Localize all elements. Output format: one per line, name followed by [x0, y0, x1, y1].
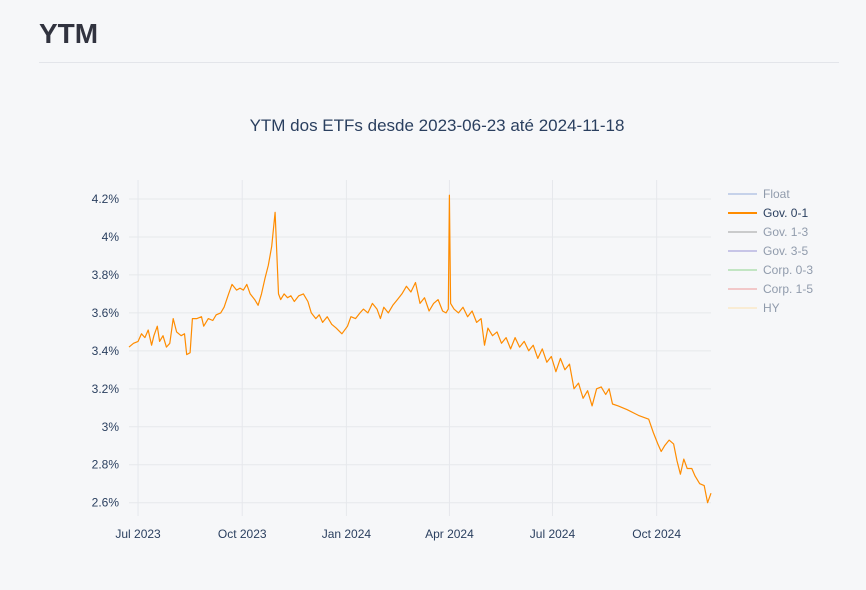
legend-label: Gov. 0-1 — [763, 206, 808, 220]
title-divider — [39, 62, 839, 63]
y-tick-label: 3.4% — [92, 344, 120, 358]
y-tick-label: 3.6% — [92, 306, 120, 320]
x-tick-label: Oct 2023 — [218, 527, 267, 541]
x-tick-label: Jul 2023 — [115, 527, 161, 541]
y-tick-label: 3% — [102, 420, 120, 434]
x-tick-label: Oct 2024 — [632, 527, 681, 541]
x-tick-label: Jan 2024 — [322, 527, 372, 541]
legend-label: Gov. 1-3 — [763, 225, 808, 239]
legend-item-hy[interactable]: HY — [728, 301, 780, 315]
y-tick-label: 4.2% — [92, 192, 120, 206]
legend-label: Corp. 1-5 — [763, 282, 813, 296]
series-lines — [128, 194, 712, 504]
x-axis-ticks: Jul 2023 Oct 2023 Jan 2024 Apr 2024 Jul 2024… — [115, 527, 681, 541]
y-tick-label: 3.8% — [92, 268, 120, 282]
legend-item-float[interactable]: Float — [728, 187, 790, 201]
chart-container[interactable]: YTM dos ETFs desde 2023-06-23 até 2024-1… — [0, 90, 866, 585]
legend-label: Corp. 0-3 — [763, 263, 813, 277]
ytm-line-chart[interactable]: YTM dos ETFs desde 2023-06-23 até 2024-1… — [0, 90, 866, 585]
series-line-gov-0-1 — [128, 194, 712, 504]
legend-label: Gov. 3-5 — [763, 244, 808, 258]
legend-item-gov-0-1[interactable]: Gov. 0-1 — [728, 206, 808, 220]
legend-item-corp-0-3[interactable]: Corp. 0-3 — [728, 263, 813, 277]
x-tick-label: Jul 2024 — [530, 527, 576, 541]
legend-label: HY — [763, 301, 780, 315]
legend-item-gov-1-3[interactable]: Gov. 1-3 — [728, 225, 808, 239]
y-tick-label: 4% — [102, 230, 120, 244]
y-axis-ticks: 2.6% 2.8% 3% 3.2% 3.4% 3.6% 3.8% 4% 4.2% — [92, 192, 120, 510]
grid-lines — [129, 180, 711, 516]
x-tick-label: Apr 2024 — [425, 527, 474, 541]
legend-item-gov-3-5[interactable]: Gov. 3-5 — [728, 244, 808, 258]
legend-item-corp-1-5[interactable]: Corp. 1-5 — [728, 282, 813, 296]
y-tick-label: 2.6% — [92, 496, 120, 510]
legend[interactable]: Float Gov. 0-1 Gov. 1-3 Gov. 3-5 Corp. 0-3 Co… — [728, 187, 813, 315]
page-title: YTM — [39, 18, 99, 49]
chart-title: YTM dos ETFs desde 2023-06-23 até 2024-1… — [250, 116, 625, 135]
y-tick-label: 2.8% — [92, 458, 120, 472]
legend-label: Float — [763, 187, 790, 201]
y-tick-label: 3.2% — [92, 382, 120, 396]
